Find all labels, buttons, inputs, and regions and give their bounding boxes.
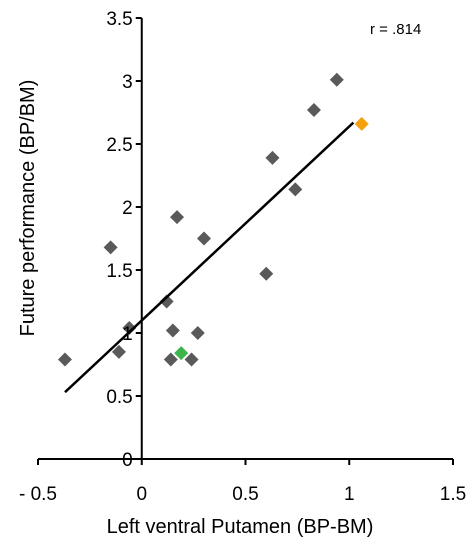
y-tick-label: 1.5 xyxy=(106,261,132,282)
data-point xyxy=(259,266,274,281)
x-axis-ticks: - 0.5 0 0.5 1 1.5 xyxy=(19,459,466,505)
data-point xyxy=(306,102,321,117)
data-point xyxy=(288,182,303,197)
y-tick-label: 2 xyxy=(122,198,133,219)
x-tick-label: 0 xyxy=(136,484,147,505)
data-point xyxy=(197,231,211,246)
data-point xyxy=(122,320,137,335)
data-point xyxy=(265,150,280,165)
data-point xyxy=(354,116,369,131)
data-point xyxy=(165,323,180,338)
data-point xyxy=(103,240,118,255)
correlation-annotation: r = .814 xyxy=(370,21,421,38)
x-tick-label: - 0.5 xyxy=(19,484,57,505)
x-tick-label: 1.5 xyxy=(440,484,466,505)
y-tick-label: 2.5 xyxy=(106,135,132,156)
y-tick-label: 0 xyxy=(122,450,133,471)
data-point xyxy=(159,294,174,309)
x-tick-label: 0.5 xyxy=(232,484,258,505)
y-axis-ticks: 0 0.5 1 1.5 2 2.5 3 3.5 xyxy=(106,9,142,471)
data-point xyxy=(174,346,189,361)
data-point xyxy=(111,344,126,359)
x-axis-title: Left ventral Putamen (BP-BM) xyxy=(107,516,374,538)
y-tick-label: 3 xyxy=(122,72,133,93)
y-tick-label: 0.5 xyxy=(106,387,132,408)
trend-line xyxy=(64,121,355,394)
data-point xyxy=(329,72,344,87)
points-layer xyxy=(57,72,369,367)
data-point xyxy=(170,210,185,225)
data-point xyxy=(190,326,205,340)
y-tick-label: 3.5 xyxy=(106,9,132,30)
x-tick-label: 1 xyxy=(344,484,355,505)
y-axis-title: Future performance (BP/BM) xyxy=(17,80,39,337)
data-point xyxy=(184,352,199,367)
data-point xyxy=(163,352,178,367)
data-point xyxy=(57,352,72,367)
y-tick-label: 1 xyxy=(122,324,133,345)
